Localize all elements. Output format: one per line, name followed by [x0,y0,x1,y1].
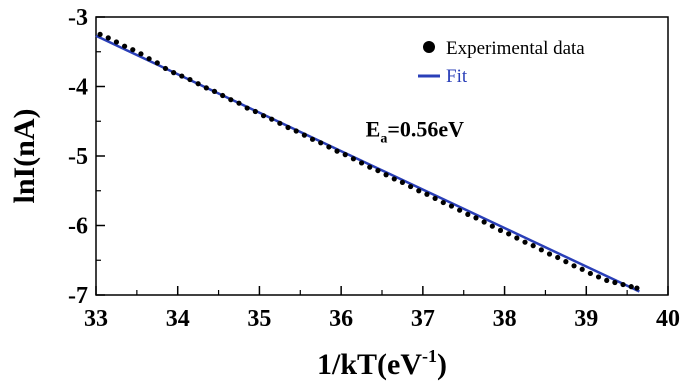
data-point [203,85,209,91]
data-point [604,277,610,284]
data-point [236,100,242,106]
data-point [326,144,332,150]
annotation-e: E [366,117,381,142]
x-tick-label: 35 [247,306,271,332]
x-tick-label: 38 [493,306,517,332]
fit-layer [95,34,640,293]
data-point [318,140,324,146]
data-point [620,281,626,288]
data-point [563,259,569,265]
data-point [171,70,177,76]
data-point [465,211,471,217]
x-axis-title: 1/kT(eV-1) [317,346,447,381]
data-point [489,223,495,229]
y-axis-title: lnI(nA) [8,108,41,203]
data-point [448,203,455,209]
data-point [195,81,201,87]
data-point [146,56,152,62]
y-ticks: -3 -4 -5 -6 -7 [68,5,105,309]
data-point [350,156,356,162]
data-point [105,35,111,41]
data-point [122,43,128,49]
data-point [424,191,430,197]
data-point [211,88,218,94]
legend: Experimental data Fit [418,38,585,87]
x-axis-title-close: ) [437,348,447,381]
legend-marker-experimental [423,41,435,53]
points-layer [97,31,640,291]
legend-label-fit: Fit [446,66,468,87]
data-point [130,47,136,53]
data-point [334,148,340,154]
data-point [391,176,397,182]
data-point [538,247,544,253]
data-point [375,167,381,174]
x-tick-label: 40 [656,306,680,332]
y-tick-label: -4 [68,75,88,101]
data-point [595,274,602,280]
data-point [522,239,528,245]
data-point [252,108,258,115]
data-point [269,116,275,122]
data-point [432,195,438,201]
fit-line [95,34,640,293]
data-point [481,219,487,225]
data-point [383,172,389,178]
data-point [457,207,463,213]
data-point [260,113,267,119]
data-point [179,73,185,79]
x-tick-label: 33 [84,306,108,332]
data-point [228,97,234,103]
activation-energy-annotation: Ea=0.56eV [366,117,464,147]
data-point [571,263,577,269]
data-point [408,183,414,190]
data-point [579,266,585,272]
data-point [440,199,446,206]
data-point [138,51,144,57]
data-point [473,215,479,221]
data-point [277,120,283,126]
y-tick-label: -3 [68,5,88,31]
data-point [530,243,536,249]
data-point [514,235,520,241]
data-point [628,284,634,290]
y-tick-label: -5 [68,144,88,170]
data-point [293,128,299,134]
data-point [416,188,422,194]
data-point [399,179,406,186]
data-point [97,31,103,37]
data-point [342,152,348,158]
data-point [587,270,593,277]
x-ticks: 33 34 35 36 37 38 39 40 [84,286,680,332]
data-point [612,279,618,286]
data-point [634,285,640,291]
data-point [301,132,307,138]
data-point [244,105,250,111]
data-point [506,231,512,237]
annotation-value: =0.56eV [387,117,464,142]
data-point [309,136,316,142]
x-axis-title-main: 1/kT(eV [317,348,422,381]
data-point [367,164,373,170]
y-tick-label: -7 [68,283,88,309]
data-point [285,124,291,131]
x-tick-label: 39 [574,306,598,332]
annotation-subscript: a [380,132,387,147]
x-tick-label: 37 [411,306,435,332]
data-point [187,76,193,83]
y-tick-label: -6 [68,214,88,240]
data-point [220,92,226,99]
data-point [546,251,553,257]
data-point [497,227,504,233]
data-point [358,160,365,166]
data-point [162,65,169,72]
data-point [555,254,561,261]
legend-label-experimental: Experimental data [446,38,585,59]
x-tick-label: 34 [166,306,190,332]
data-point [154,60,160,66]
x-tick-label: 36 [329,306,353,332]
x-axis-title-sup: -1 [422,346,437,366]
data-point [113,39,120,45]
